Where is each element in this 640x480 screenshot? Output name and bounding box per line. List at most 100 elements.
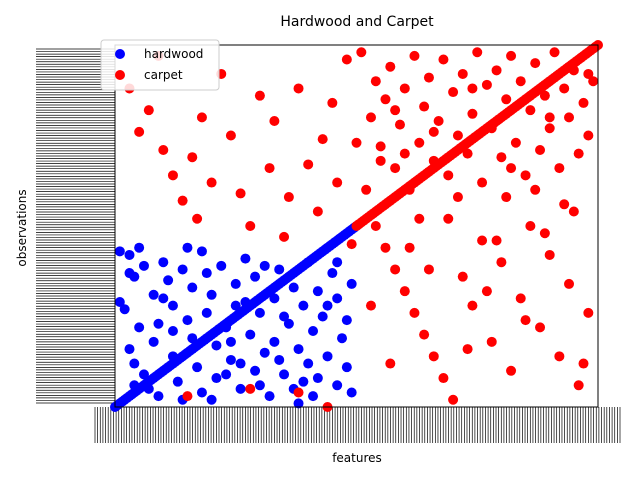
data-point-carpet xyxy=(501,192,512,203)
data-point-hardwood xyxy=(119,304,130,315)
data-point-carpet xyxy=(564,112,575,123)
data-point-hardwood xyxy=(274,354,285,365)
data-point-hardwood xyxy=(341,315,352,326)
data-point-carpet xyxy=(452,192,463,203)
data-point-hardwood xyxy=(148,336,159,347)
data-point-hardwood xyxy=(341,362,352,373)
data-point-hardwood xyxy=(216,260,227,271)
data-point-hardwood xyxy=(201,268,212,279)
data-point-carpet xyxy=(390,105,401,116)
data-point-hardwood xyxy=(230,300,241,311)
data-point-hardwood xyxy=(148,289,159,300)
data-point-hardwood xyxy=(293,344,304,355)
data-point-hardwood xyxy=(322,351,333,362)
data-point-hardwood xyxy=(303,358,314,369)
data-point-carpet xyxy=(573,148,584,159)
data-point-hardwood xyxy=(264,391,275,402)
data-point-hardwood xyxy=(254,307,265,318)
data-point-hardwood xyxy=(158,257,169,268)
data-point-carpet xyxy=(510,137,521,148)
data-point-carpet xyxy=(380,94,391,105)
data-point-carpet xyxy=(491,65,502,76)
data-point-carpet xyxy=(515,293,526,304)
data-point-hardwood xyxy=(153,391,164,402)
data-point-carpet xyxy=(467,300,478,311)
data-point-carpet xyxy=(356,47,367,58)
data-point-carpet xyxy=(327,97,338,108)
data-point-carpet xyxy=(539,90,550,101)
data-point-hardwood xyxy=(259,347,270,358)
data-point-hardwood xyxy=(211,373,222,384)
data-point-hardwood xyxy=(298,376,309,387)
data-point-carpet xyxy=(254,90,265,101)
data-point-carpet xyxy=(443,170,454,181)
data-point-carpet xyxy=(419,329,430,340)
data-point-carpet xyxy=(192,213,203,224)
data-point-carpet xyxy=(370,76,381,87)
data-point-hardwood xyxy=(235,358,246,369)
data-point-carpet xyxy=(467,108,478,119)
data-point-carpet xyxy=(559,199,570,210)
data-point-hardwood xyxy=(259,260,270,271)
data-point-carpet xyxy=(409,50,420,61)
data-point-hardwood xyxy=(167,300,178,311)
data-point-hardwood xyxy=(279,369,290,380)
data-point-carpet xyxy=(293,387,304,398)
data-point-hardwood xyxy=(225,336,236,347)
legend-marker-carpet xyxy=(115,70,125,80)
data-point-hardwood xyxy=(337,333,348,344)
data-point-carpet xyxy=(158,144,169,155)
data-point-hardwood xyxy=(327,268,338,279)
data-point-carpet xyxy=(404,242,415,253)
data-point-hardwood xyxy=(114,246,125,257)
data-point-hardwood xyxy=(279,311,290,322)
data-point-carpet xyxy=(423,264,434,275)
data-point-carpet xyxy=(481,79,492,90)
data-point-carpet xyxy=(390,163,401,174)
data-point-carpet xyxy=(385,61,396,72)
data-point-carpet xyxy=(399,286,410,297)
data-point-hardwood xyxy=(230,278,241,289)
data-point-carpet xyxy=(530,184,541,195)
data-point-carpet xyxy=(428,155,439,166)
data-point-carpet xyxy=(539,228,550,239)
data-point-carpet xyxy=(279,231,290,242)
data-point-carpet xyxy=(520,315,531,326)
x-axis-tick-marks xyxy=(94,407,621,443)
data-point-hardwood xyxy=(312,286,323,297)
data-point-hardwood xyxy=(138,369,149,380)
data-point-hardwood xyxy=(274,264,285,275)
data-point-carpet xyxy=(143,105,154,116)
series-hardwood xyxy=(110,221,362,412)
data-point-carpet xyxy=(312,206,323,217)
data-point-hardwood xyxy=(177,264,188,275)
data-point-carpet xyxy=(573,380,584,391)
data-point-carpet xyxy=(269,116,280,127)
data-point-carpet xyxy=(225,130,236,141)
data-point-carpet xyxy=(293,83,304,94)
data-point-hardwood xyxy=(138,260,149,271)
data-point-carpet xyxy=(245,383,256,394)
data-point-hardwood xyxy=(240,297,251,308)
data-point-carpet xyxy=(530,58,541,69)
y-axis-tick-marks xyxy=(36,48,115,404)
plot-area-frame xyxy=(114,44,599,408)
data-point-carpet xyxy=(486,123,497,134)
data-point-carpet xyxy=(206,177,217,188)
data-point-hardwood xyxy=(196,246,207,257)
data-point-carpet xyxy=(554,351,565,362)
data-point-carpet xyxy=(486,336,497,347)
chart-title: Hardwood and Carpet xyxy=(280,14,434,30)
data-point-hardwood xyxy=(206,394,217,405)
data-point-hardwood xyxy=(206,289,217,300)
data-point-carpet xyxy=(438,373,449,384)
data-point-carpet xyxy=(394,119,405,130)
legend-box xyxy=(100,39,220,91)
data-point-hardwood xyxy=(134,322,145,333)
data-point-hardwood xyxy=(153,318,164,329)
data-point-carpet xyxy=(452,130,463,141)
data-point-carpet xyxy=(549,47,560,58)
data-point-carpet xyxy=(196,112,207,123)
data-point-hardwood xyxy=(308,325,319,336)
